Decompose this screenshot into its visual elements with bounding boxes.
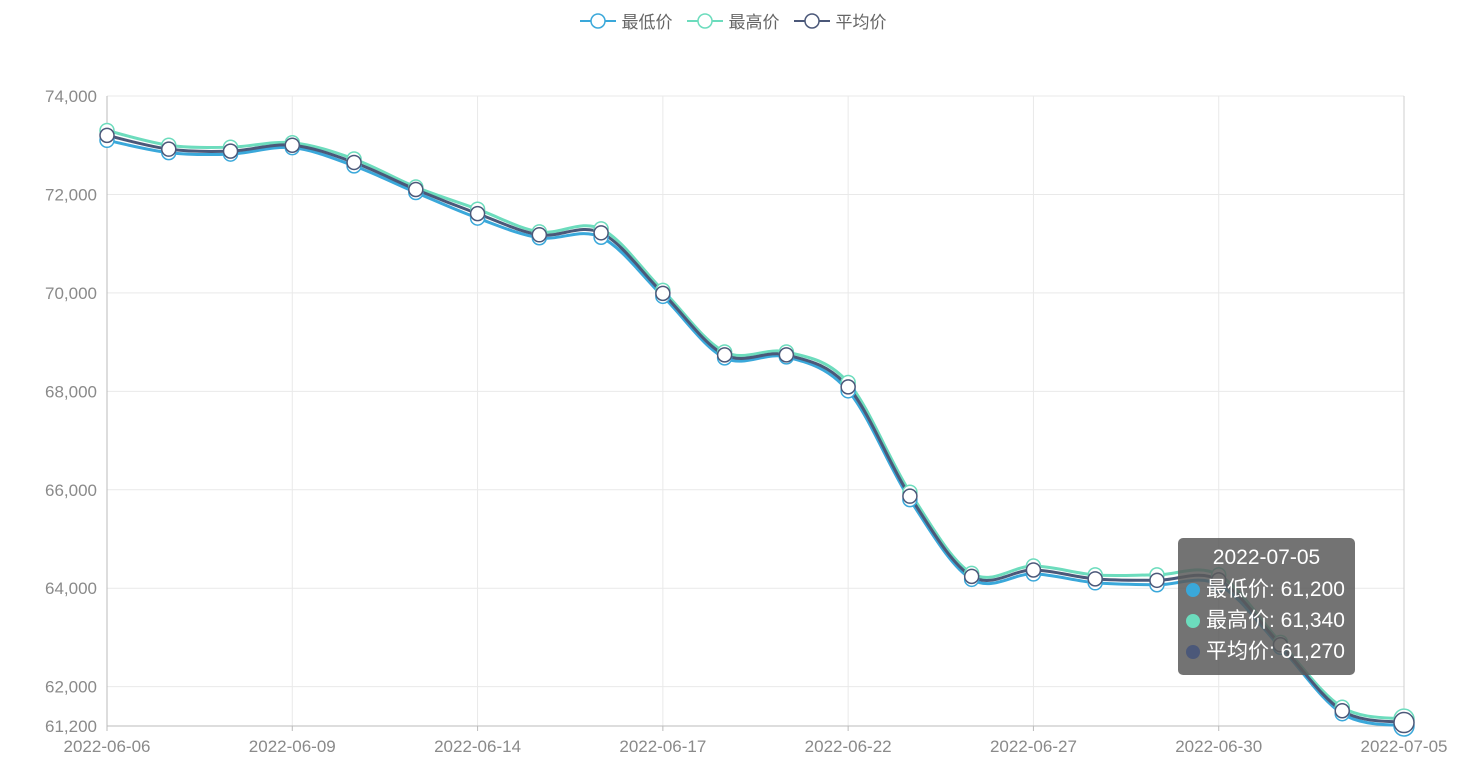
data-point-2[interactable] (469, 205, 486, 222)
x-tick-label: 2022-06-27 (990, 737, 1077, 756)
legend: 最低价 最高价 平均价 (0, 8, 1466, 33)
legend-low-label: 最低价 (621, 13, 673, 32)
tooltip-title: 2022-07-05 (1212, 546, 1321, 569)
y-tick-label: 64,000 (45, 579, 97, 598)
legend-avg-label: 平均价 (835, 13, 887, 32)
legend-item-avg[interactable]: 平均价 (793, 8, 887, 33)
data-point-2[interactable] (778, 347, 795, 363)
tooltip: 2022-07-05 最低价: 61,200 最高价: 61,340 平均价: … (1178, 538, 1355, 675)
y-tick-label: 70,000 (45, 284, 97, 303)
legend-item-low[interactable]: 最低价 (579, 8, 673, 33)
tooltip-avg-dot (1186, 644, 1200, 659)
x-tick-label: 2022-06-22 (805, 737, 892, 756)
x-tick-label: 2022-06-14 (434, 737, 521, 756)
tooltip-row-avg: 平均价: 61,270 (1186, 636, 1347, 667)
tooltip-high-text: 最高价: 61,340 (1206, 609, 1345, 632)
axes: 61,200 62,000 64,000 66,000 68,000 70,000 72,0… (45, 87, 1447, 756)
x-tick-label: 2022-07-05 (1361, 737, 1448, 756)
y-tick-label: 62,000 (45, 678, 97, 697)
tooltip-high-dot (1186, 613, 1200, 628)
y-tick-label: 68,000 (45, 382, 97, 401)
y-tick-label: 72,000 (45, 185, 97, 204)
x-tick-label: 2022-06-09 (249, 737, 336, 756)
data-point-2[interactable] (346, 154, 362, 171)
legend-avg-icon (793, 12, 830, 29)
data-point-2[interactable] (902, 488, 918, 504)
x-tick-label: 2022-06-30 (1175, 737, 1262, 756)
data-point-2[interactable] (161, 141, 177, 157)
data-point-2[interactable] (222, 143, 239, 159)
data-point-2[interactable] (1149, 572, 1165, 589)
legend-low-icon (579, 12, 616, 29)
data-point-2[interactable] (284, 137, 301, 153)
data-point-2[interactable] (963, 568, 980, 585)
data-point-2[interactable] (655, 285, 671, 302)
data-point-2[interactable] (716, 347, 733, 363)
data-point-2[interactable] (1393, 711, 1415, 734)
tooltip-row-high: 最高价: 61,340 (1186, 605, 1347, 636)
tooltip-row-low: 最低价: 61,200 (1186, 574, 1347, 605)
legend-high-label: 最高价 (728, 13, 780, 32)
data-point-2[interactable] (1087, 571, 1103, 587)
data-point-2[interactable] (99, 127, 115, 144)
data-point-2[interactable] (1025, 562, 1042, 578)
data-point-2[interactable] (840, 379, 856, 395)
data-point-2[interactable] (1334, 702, 1350, 719)
legend-item-high[interactable]: 最高价 (686, 8, 780, 33)
x-tick-label: 2022-06-06 (64, 737, 151, 756)
y-tick-label: 61,200 (45, 717, 97, 736)
tooltip-low-dot (1186, 582, 1200, 597)
data-point-2[interactable] (408, 181, 424, 198)
y-tick-label: 66,000 (45, 481, 97, 500)
tooltip-low-text: 最低价: 61,200 (1206, 578, 1345, 601)
legend-high-icon (686, 12, 723, 29)
x-tick-label: 2022-06-17 (619, 737, 706, 756)
tooltip-avg-text: 平均价: 61,270 (1206, 640, 1345, 663)
data-point-2[interactable] (593, 225, 609, 241)
data-point-2[interactable] (531, 227, 548, 243)
y-tick-label: 74,000 (45, 87, 97, 106)
